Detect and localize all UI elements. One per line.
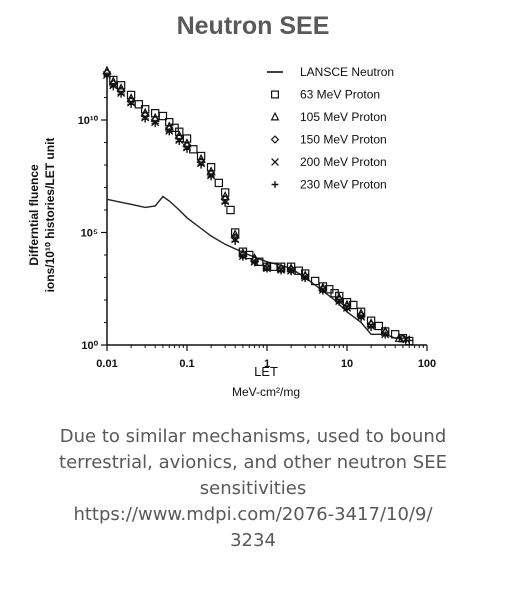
data-point	[140, 105, 150, 114]
legend: LANSCE Neutron 63 MeV Proton 105 MeV Proto…	[267, 65, 394, 192]
data-point	[183, 145, 191, 153]
data-point	[319, 287, 327, 295]
legend-marker-swatch	[271, 158, 279, 166]
data-point	[151, 119, 159, 128]
data-point	[405, 336, 413, 345]
legend-label: 230 MeV Proton	[300, 178, 387, 192]
x-tick-label: 10	[341, 358, 353, 370]
data-point	[127, 100, 135, 108]
data-point	[165, 128, 173, 136]
data-point	[230, 229, 240, 239]
data-point	[158, 111, 168, 121]
data-point	[109, 83, 117, 91]
data-point	[343, 305, 351, 313]
legend-label: 200 MeV Proton	[300, 155, 387, 169]
data-point	[239, 253, 247, 261]
data-point	[310, 276, 320, 286]
source-url[interactable]: https://www.mdpi.com/2076-3417/10/9/3234	[73, 504, 433, 551]
caption-text: Due to similar mechanisms, used to bound…	[59, 426, 447, 499]
slide-title: Neutron SEE	[176, 12, 330, 40]
legend-label: 63 MeV Proton	[300, 88, 380, 102]
data-point	[287, 268, 295, 276]
data-point	[230, 228, 240, 237]
x-tick-label: 0.01	[96, 358, 117, 370]
data-point	[175, 137, 183, 146]
data-point	[226, 205, 235, 215]
data-point	[374, 321, 384, 331]
data-point	[335, 298, 343, 306]
data-point	[221, 199, 229, 207]
data-point	[294, 266, 304, 275]
data-point	[381, 331, 389, 339]
data-point	[231, 237, 239, 246]
data-point	[394, 332, 404, 342]
data-point	[141, 115, 149, 123]
axes: 0.01 0.1 1 10 100 10⁰ 10⁵ 10¹⁰	[78, 74, 436, 370]
data-point	[367, 323, 375, 332]
legend-label: LANSCE Neutron	[300, 65, 394, 79]
legend-marker-swatch	[271, 90, 280, 99]
x-axis-unit: MeV-cm²/mg	[232, 385, 300, 399]
data-point	[251, 259, 259, 267]
legend-label: 105 MeV Proton	[300, 110, 387, 124]
data-point	[197, 161, 205, 169]
data-point	[301, 274, 309, 283]
data-point	[277, 267, 285, 275]
y-tick-label: 10¹⁰	[78, 115, 99, 127]
data-point	[196, 151, 206, 161]
data-point	[263, 265, 271, 273]
chart-marks	[102, 65, 414, 346]
y-tick-label: 10⁰	[81, 340, 98, 352]
data-point	[214, 178, 224, 188]
data-point	[330, 289, 339, 298]
data-point	[103, 72, 111, 80]
x-tick-label: 1	[264, 358, 270, 370]
data-point	[134, 100, 144, 109]
series-plus	[103, 72, 413, 345]
legend-marker-swatch	[271, 181, 279, 188]
data-point	[357, 314, 365, 322]
x-tick-label: 100	[418, 358, 436, 370]
legend-marker-swatch	[270, 111, 280, 121]
legend-label: 150 MeV Proton	[300, 133, 387, 147]
legend-marker-swatch	[270, 135, 280, 144]
data-point	[126, 90, 136, 100]
x-axis-label: LET	[254, 364, 278, 379]
chart: 0.01 0.1 1 10 100 10⁰ 10⁵ 10¹⁰ LANSCE Neutron 63…	[27, 65, 436, 399]
y-axis-label-line1: Differntial fluence	[27, 164, 41, 266]
caption: Due to similar mechanisms, used to bound…	[10, 424, 496, 554]
data-point	[175, 127, 184, 136]
y-tick-label: 10⁵	[81, 228, 98, 240]
data-point	[207, 173, 215, 181]
x-tick-label: 0.1	[179, 358, 194, 370]
data-point	[117, 90, 125, 98]
data-point	[220, 191, 230, 201]
y-axis-label-line2: ions/10¹⁰ histories/LET unit	[43, 138, 57, 293]
